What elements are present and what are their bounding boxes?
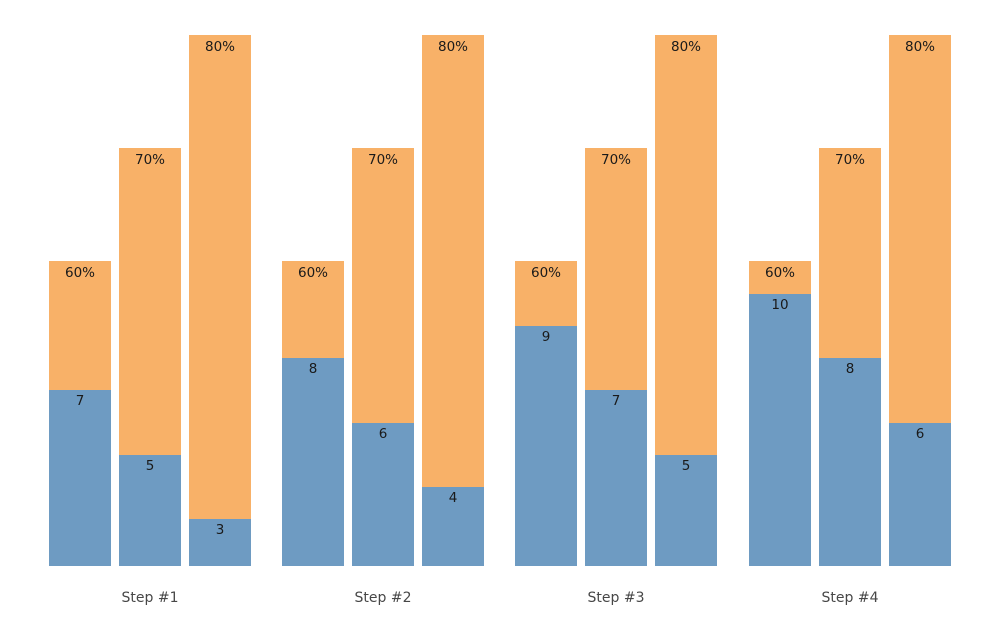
pct-label: 70%: [600, 152, 631, 168]
value-label: 7: [611, 393, 621, 409]
value-label: 4: [448, 490, 458, 506]
base-segment: 9: [515, 326, 577, 566]
pct-label: 80%: [437, 39, 468, 55]
stacked-bar: 60% 9: [515, 261, 577, 566]
stacked-bar: 70% 8: [819, 148, 881, 566]
stacked-bar: 70% 6: [352, 148, 414, 566]
base-segment: 7: [49, 390, 111, 566]
value-label: 5: [145, 458, 155, 474]
base-segment: 8: [282, 358, 344, 566]
stacked-bar: 70% 7: [585, 148, 647, 566]
pct-label: 60%: [64, 265, 95, 281]
x-tick-label: Step #4: [821, 590, 879, 606]
base-segment: 5: [119, 455, 181, 566]
x-tick-label: Step #1: [121, 590, 179, 606]
base-segment: 6: [352, 423, 414, 566]
stacked-bar: 60% 10: [749, 261, 811, 566]
pct-label: 60%: [764, 265, 795, 281]
stacked-bar: 80% 3: [189, 35, 251, 566]
stacked-bar: 80% 5: [655, 35, 717, 566]
stacked-bar: 80% 4: [422, 35, 484, 566]
pct-label: 70%: [834, 152, 865, 168]
pct-label: 70%: [134, 152, 165, 168]
pct-label: 80%: [204, 39, 235, 55]
value-label: 5: [681, 458, 691, 474]
pct-label: 60%: [530, 265, 561, 281]
pct-label: 80%: [670, 39, 701, 55]
base-segment: 8: [819, 358, 881, 566]
value-label: 3: [215, 522, 225, 538]
stacked-bar: 80% 6: [889, 35, 951, 566]
value-label: 10: [771, 297, 789, 313]
pct-label: 70%: [367, 152, 398, 168]
base-segment: 10: [749, 294, 811, 566]
value-label: 8: [845, 361, 855, 377]
value-label: 8: [308, 361, 318, 377]
pct-label: 80%: [904, 39, 935, 55]
base-segment: 7: [585, 390, 647, 566]
x-tick-label: Step #2: [354, 590, 412, 606]
value-label: 6: [378, 426, 388, 442]
stacked-bar: 60% 8: [282, 261, 344, 566]
stacked-bar: 60% 7: [49, 261, 111, 566]
value-label: 7: [75, 393, 85, 409]
base-segment: 3: [189, 519, 251, 566]
value-label: 6: [915, 426, 925, 442]
stacked-bar: 70% 5: [119, 148, 181, 566]
base-segment: 5: [655, 455, 717, 566]
value-label: 9: [541, 329, 551, 345]
base-segment: 6: [889, 423, 951, 566]
x-tick-label: Step #3: [587, 590, 645, 606]
pct-label: 60%: [297, 265, 328, 281]
base-segment: 4: [422, 487, 484, 566]
